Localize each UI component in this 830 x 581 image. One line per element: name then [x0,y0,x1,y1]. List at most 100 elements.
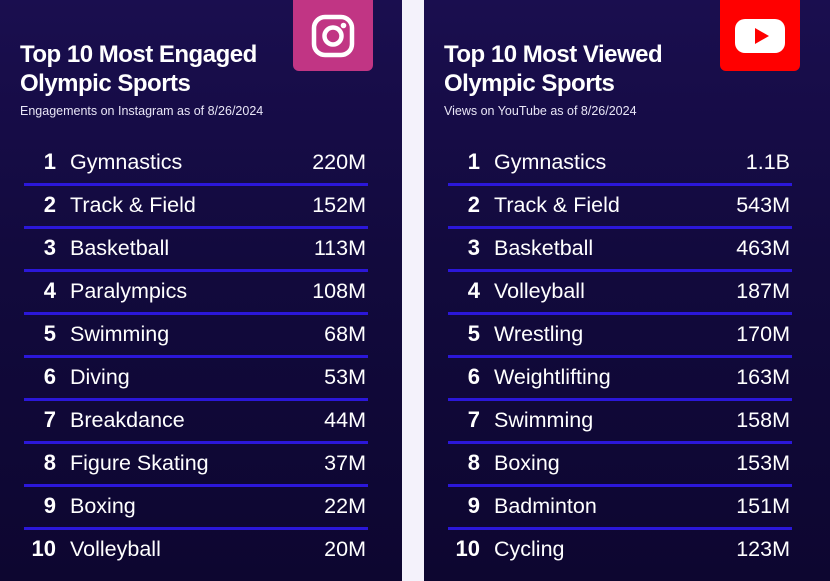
row-divider [448,269,792,272]
instagram-row: 5 Swimming 68M [24,315,368,358]
sport-name: Cycling [494,537,565,561]
row-divider [24,527,368,530]
instagram-ranking-list: 1 Gymnastics 220M 2 Track & Field 152M 3 Basket… [24,140,368,573]
row-divider [24,183,368,186]
views-value: 187M [736,279,790,303]
row-divider [24,312,368,315]
instagram-row: 1 Gymnastics 220M [24,140,368,186]
sport-name: Badminton [494,494,597,518]
instagram-panel-title: Top 10 Most Engaged Olympic Sports [20,41,257,97]
rank-number: 10 [31,536,56,561]
views-value: 463M [736,236,790,260]
youtube-logo [720,0,800,71]
engagement-value: 68M [324,322,366,346]
row-divider [448,527,792,530]
engagement-value: 53M [324,365,366,389]
sport-name: Swimming [70,322,170,346]
rank-number: 5 [467,321,480,346]
row-divider [448,484,792,487]
instagram-row: 10 Volleyball 20M [24,530,368,573]
youtube-row: 2 Track & Field 543M [448,186,792,229]
youtube-row: 6 Weightlifting 163M [448,358,792,401]
rank-number: 4 [467,278,480,303]
instagram-row: 8 Figure Skating 37M [24,444,368,487]
youtube-row: 9 Badminton 151M [448,487,792,530]
youtube-row: 7 Swimming 158M [448,401,792,444]
instagram-panel-subtitle: Engagements on Instagram as of 8/26/2024 [20,104,264,118]
sport-name: Boxing [70,494,136,518]
row-divider [24,398,368,401]
sport-name: Track & Field [70,193,196,217]
youtube-panel: Top 10 Most Viewed Olympic Sports Views … [424,0,830,581]
rank-number: 6 [43,364,56,389]
sport-name: Gymnastics [494,150,607,174]
row-divider [448,355,792,358]
engagement-value: 152M [312,193,366,217]
views-value: 1.1B [745,150,790,174]
sport-name: Volleyball [494,279,585,303]
sport-name: Volleyball [70,537,161,561]
views-value: 123M [736,537,790,561]
engagement-value: 108M [312,279,366,303]
row-divider [448,398,792,401]
rank-number: 9 [43,493,56,518]
views-value: 543M [736,193,790,217]
sport-name: Gymnastics [70,150,183,174]
youtube-row: 10 Cycling 123M [448,530,792,573]
instagram-panel: Top 10 Most Engaged Olympic Sports Engag… [0,0,402,581]
rank-number: 4 [43,278,56,303]
sport-name: Paralympics [70,279,188,303]
row-divider [448,183,792,186]
sport-name: Breakdance [70,408,185,432]
youtube-row: 5 Wrestling 170M [448,315,792,358]
rank-number: 8 [467,450,480,475]
views-value: 163M [736,365,790,389]
rank-number: 3 [43,235,56,260]
sport-name: Weightlifting [494,365,611,389]
rank-number: 2 [467,192,480,217]
instagram-row: 7 Breakdance 44M [24,401,368,444]
rank-number: 1 [43,149,56,174]
row-divider [24,355,368,358]
views-value: 170M [736,322,790,346]
youtube-icon [735,18,785,53]
sport-name: Track & Field [494,193,620,217]
views-value: 158M [736,408,790,432]
rank-number: 5 [43,321,56,346]
views-value: 153M [736,451,790,475]
row-divider [448,226,792,229]
instagram-row: 6 Diving 53M [24,358,368,401]
sport-name: Swimming [494,408,594,432]
rank-number: 8 [43,450,56,475]
youtube-row: 4 Volleyball 187M [448,272,792,315]
row-divider [24,484,368,487]
sport-name: Diving [70,365,130,389]
instagram-row: 2 Track & Field 152M [24,186,368,229]
sport-name: Basketball [70,236,170,260]
rank-number: 10 [455,536,480,561]
instagram-row: 9 Boxing 22M [24,487,368,530]
rank-number: 3 [467,235,480,260]
row-divider [24,226,368,229]
youtube-row: 3 Basketball 463M [448,229,792,272]
instagram-icon [311,14,355,57]
sport-name: Figure Skating [70,451,209,475]
instagram-row: 3 Basketball 113M [24,229,368,272]
rank-number: 1 [467,149,480,174]
engagement-value: 22M [324,494,366,518]
engagement-value: 220M [312,150,366,174]
youtube-ranking-list: 1 Gymnastics 1.1B 2 Track & Field 543M 3 Basket… [448,140,792,573]
youtube-panel-subtitle: Views on YouTube as of 8/26/2024 [444,104,637,118]
rank-number: 6 [467,364,480,389]
engagement-value: 113M [313,236,366,260]
rank-number: 2 [43,192,56,217]
youtube-row: 8 Boxing 153M [448,444,792,487]
engagement-value: 20M [324,537,366,561]
engagement-value: 37M [324,451,366,475]
views-value: 151M [736,494,790,518]
youtube-panel-title: Top 10 Most Viewed Olympic Sports [444,41,663,97]
engagement-value: 44M [324,408,366,432]
instagram-logo [293,0,373,71]
row-divider [448,312,792,315]
rank-number: 7 [43,407,56,432]
